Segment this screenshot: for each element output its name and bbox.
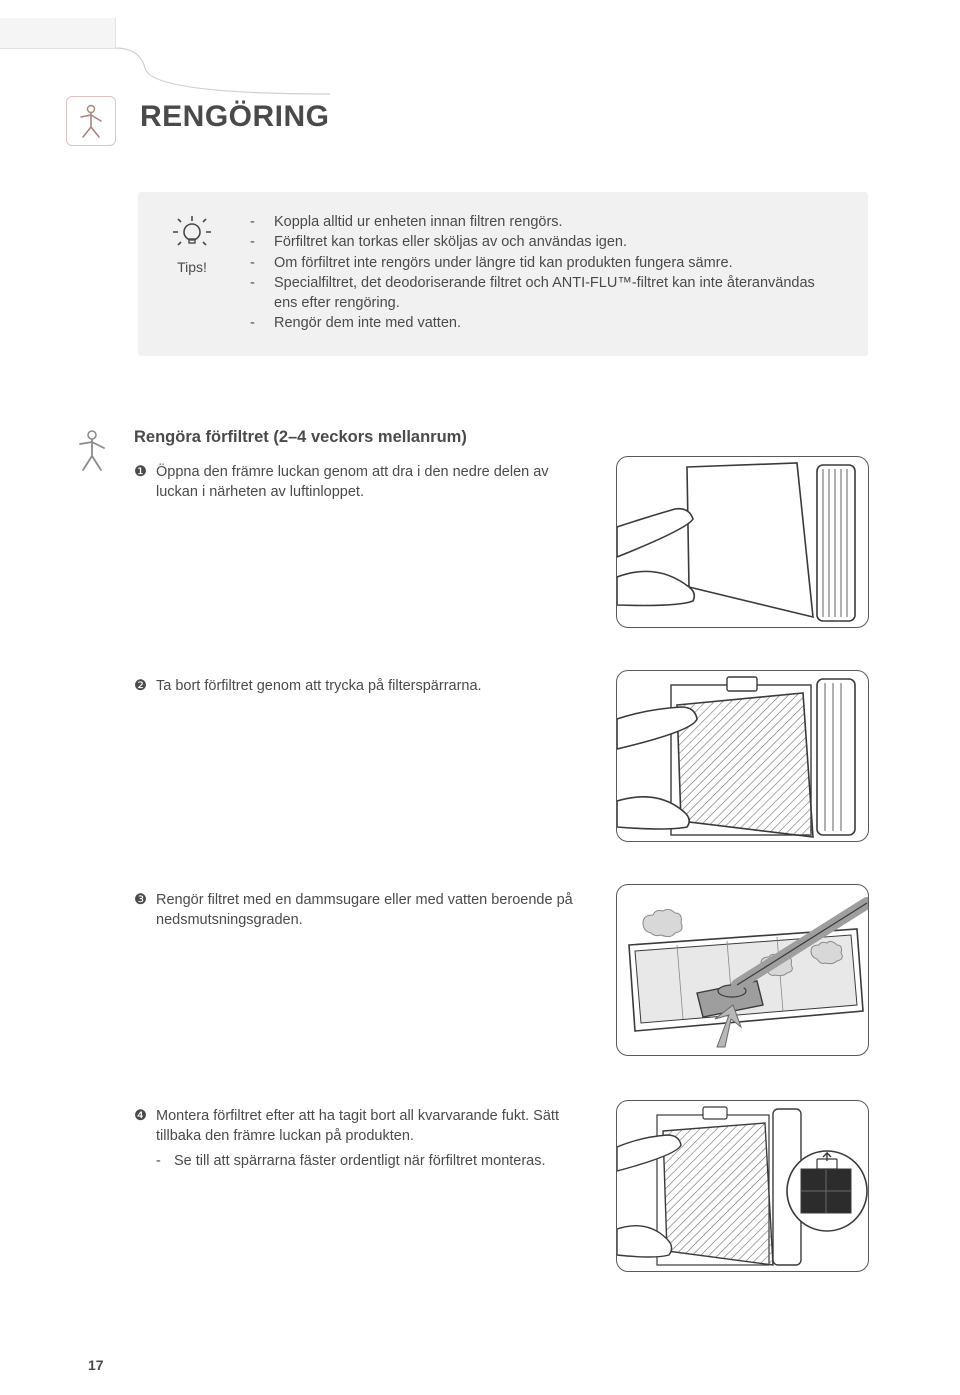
tips-item: Specialfiltret, det deodoriserande filtr… (248, 273, 842, 314)
step-4-illustration (616, 1100, 869, 1272)
step-1-body: Öppna den främre luckan genom att dra i … (156, 464, 549, 500)
step-1-text: ❶ Öppna den främre luckan genom att dra … (134, 462, 584, 503)
section-title: Rengöra förfiltret (2–4 veckors mellanru… (134, 428, 467, 447)
tips-item: Koppla alltid ur enheten innan filtren r… (248, 212, 842, 232)
step-2: ❷ Ta bort förfiltret genom att trycka på… (134, 676, 869, 696)
tips-label: Tips! (168, 259, 216, 275)
page-number: 17 (88, 1357, 104, 1373)
page-title: RENGÖRING (140, 100, 330, 134)
tips-item: Om förfiltret inte rengörs under längre … (248, 253, 842, 273)
tips-item: Rengör dem inte med vatten. (248, 313, 842, 333)
step-4-num: ❹ (134, 1106, 147, 1126)
step-3-body: Rengör filtret med en dammsugare eller m… (156, 892, 573, 928)
step-1-num: ❶ (134, 462, 147, 482)
tips-list: Koppla alltid ur enheten innan filtren r… (248, 212, 842, 334)
step-3-illustration (616, 884, 869, 1056)
step-3: ❸ Rengör filtret med en dammsugare eller… (134, 890, 869, 931)
step-3-text: ❸ Rengör filtret med en dammsugare eller… (134, 890, 584, 931)
step-2-num: ❷ (134, 676, 147, 696)
tips-bulb-icon: Tips! (168, 214, 216, 275)
section-person-icon (74, 428, 110, 476)
step-2-body: Ta bort förfiltret genom att trycka på f… (156, 678, 482, 694)
step-4-body: Montera förfiltret efter att ha tagit bo… (156, 1108, 559, 1144)
step-4-text: ❹ Montera förfiltret efter att ha tagit … (134, 1106, 584, 1147)
step-3-num: ❸ (134, 890, 147, 910)
step-4: ❹ Montera förfiltret efter att ha tagit … (134, 1106, 869, 1171)
header-person-icon (66, 96, 116, 146)
tips-item: Förfiltret kan torkas eller sköljas av o… (248, 232, 842, 252)
step-1-illustration (616, 456, 869, 628)
step-2-illustration (616, 670, 869, 842)
step-2-text: ❷ Ta bort förfiltret genom att trycka på… (134, 676, 584, 696)
step-1: ❶ Öppna den främre luckan genom att dra … (134, 462, 869, 503)
page-corner-decoration (0, 18, 340, 98)
tips-box: Tips! Koppla alltid ur enheten innan fil… (138, 192, 868, 356)
